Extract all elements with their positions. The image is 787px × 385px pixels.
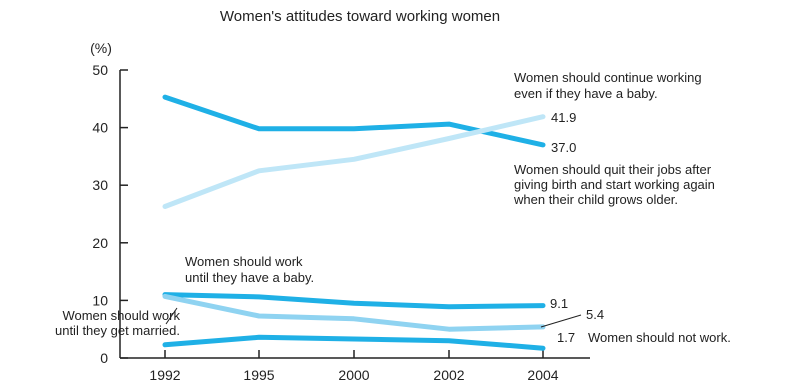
series-line-continue (162, 114, 546, 209)
annotation-until_married: Women should work (62, 308, 180, 323)
annotations: Women should quit their jobs aftergiving… (55, 70, 731, 345)
y-tick-label: 40 (92, 120, 108, 136)
value-label-not_work: 1.7 (557, 330, 575, 345)
series-line-quit_return (162, 94, 546, 148)
annotation-not_work: Women should not work. (588, 330, 731, 345)
value-label-quit_return: 37.0 (551, 140, 576, 155)
series-line-until_married (162, 293, 546, 332)
annotation-continue: even if they have a baby. (514, 86, 658, 101)
series-lines (162, 94, 546, 351)
annotation-until_baby: Women should work (185, 254, 303, 269)
value-label-until_married: 5.4 (586, 307, 604, 322)
y-tick-label: 30 (92, 177, 108, 193)
annotation-quit_return: giving birth and start working again (514, 177, 715, 192)
x-tick-label: 2004 (527, 367, 558, 383)
leader-until-married-annotation (165, 307, 178, 325)
y-axis-unit-label: (%) (90, 40, 112, 56)
axes: 0 10 20 30 40 50 1992 1995 2000 2002 2004 (92, 62, 590, 383)
value-labels: 37.0 41.9 9.1 5.4 1.7 (550, 110, 604, 345)
x-tick-label: 1995 (243, 367, 274, 383)
x-tick-label: 1992 (149, 367, 180, 383)
annotation-quit_return: Women should quit their jobs after (514, 162, 712, 177)
annotation-quit_return: when their child grows older. (513, 192, 678, 207)
annotation-continue: Women should continue working (514, 70, 702, 85)
annotation-until_baby: until they have a baby. (185, 270, 314, 285)
value-label-until_baby: 9.1 (550, 296, 568, 311)
y-tick-label: 20 (92, 235, 108, 251)
series-line-not_work (162, 334, 546, 351)
x-tick-label: 2000 (338, 367, 369, 383)
annotation-until_married: until they get married. (55, 323, 180, 338)
annotation-leaders (165, 307, 582, 328)
y-tick-label: 50 (92, 62, 108, 78)
leader-until-married-value (540, 314, 582, 328)
value-label-continue: 41.9 (551, 110, 576, 125)
x-tick-label: 2002 (433, 367, 464, 383)
y-tick-label: 0 (100, 350, 108, 366)
series-line-until_baby (162, 292, 546, 310)
chart-title: Women's attitudes toward working women (220, 8, 500, 25)
y-tick-label: 10 (92, 292, 108, 308)
